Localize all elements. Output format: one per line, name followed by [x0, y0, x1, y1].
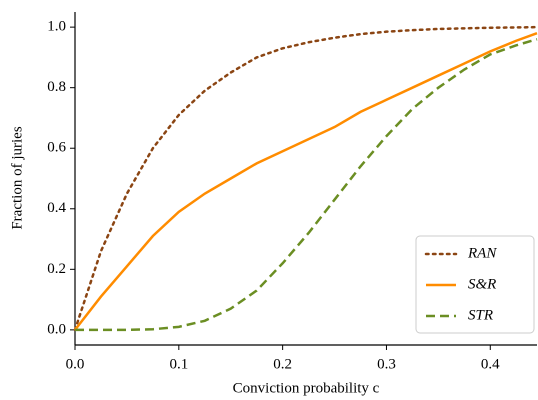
line	[73, 25, 538, 332]
y-tick-label: 0.0	[47, 321, 66, 337]
x-tick-label: 0.4	[481, 356, 500, 372]
x-axis-label: Conviction probability c	[233, 380, 380, 396]
legend-label: STR	[468, 307, 493, 323]
legend: RAN S&R STR	[415, 235, 535, 334]
x-tick-label: 0.3	[377, 356, 396, 372]
line	[75, 38, 538, 332]
line	[74, 32, 538, 331]
legend-label: S&R	[468, 276, 496, 292]
y-tick-label: 0.8	[47, 79, 66, 95]
y-tick-label: 0.2	[47, 261, 66, 277]
legend-label: RAN	[467, 245, 497, 261]
y-tick-label: 0.4	[47, 200, 66, 216]
x-tick-label: 0.2	[273, 356, 292, 372]
x-tick-label: 0.1	[169, 356, 188, 372]
y-axis-label: Fraction of juries	[9, 126, 25, 229]
y-tick-label: 0.6	[47, 140, 66, 156]
legend-box	[415, 235, 535, 334]
x-tick-label: 0.0	[66, 356, 85, 372]
y-tick-label: 1.0	[47, 19, 66, 35]
